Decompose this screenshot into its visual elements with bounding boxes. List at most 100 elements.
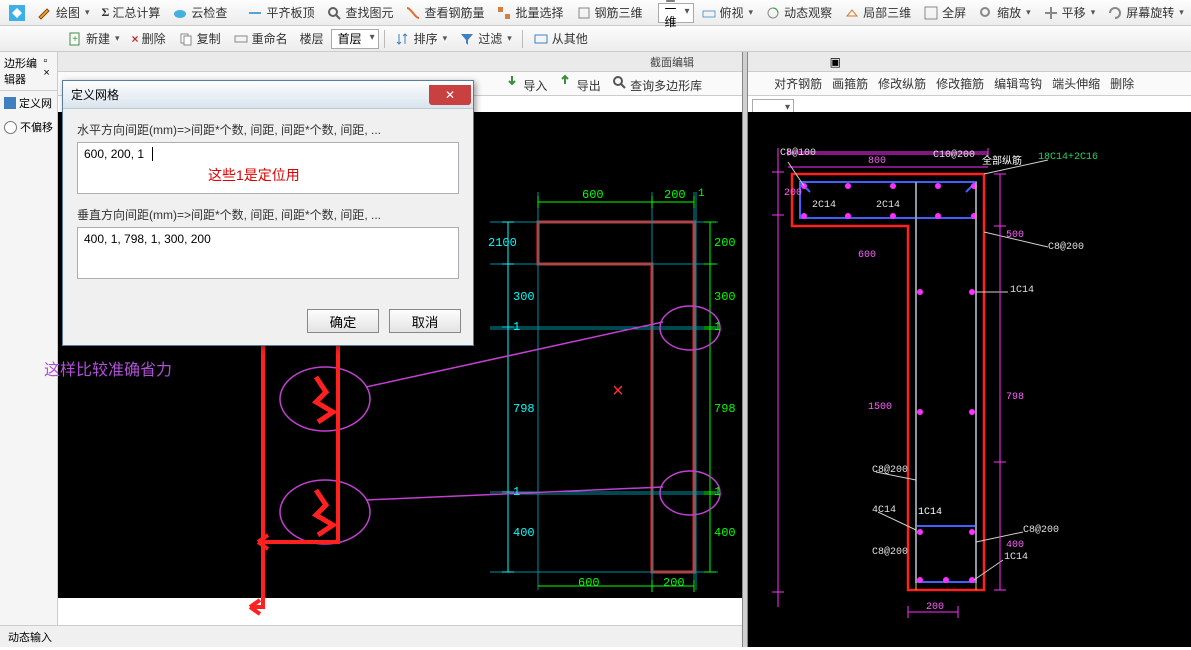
import-button[interactable]: 导入 [504,74,547,94]
endext-button[interactable]: 端头伸缩 [1052,75,1100,92]
dim-r400: 400 [714,526,736,540]
dim-800: 800 [868,156,886,167]
persp-button[interactable]: 俯视 [696,2,759,23]
left-item-offset[interactable]: 不偏移 [0,115,57,139]
hval-field[interactable]: 600, 200, 1 这些1是定位用 [77,142,459,194]
hval-text: 600, 200, 1 [84,147,144,161]
lbl-1c14c: 1C14 [918,507,942,518]
floor-combo[interactable]: 首层 [331,29,379,49]
svg-text:+: + [72,34,78,45]
zoom-button[interactable]: 缩放 [973,2,1036,23]
rename-button[interactable]: 重命名 [228,28,293,49]
dyn-button[interactable]: 动态观察 [760,2,837,23]
modhoop-button[interactable]: 修改箍筋 [936,75,984,92]
findel-button[interactable]: 查找图元 [321,2,398,23]
vval-field[interactable]: 400, 1, 798, 1, 300, 200 [77,227,459,279]
dim-l300: 300 [513,290,535,304]
dim-l798: 798 [513,402,535,416]
dialog-title: 定义网格 [71,86,119,103]
flattop-button[interactable]: 平齐板顶 [242,2,319,23]
lbl-c8200d: C8@200 [872,547,908,558]
lbl-2c14a: 2C14 [812,200,836,211]
full-button[interactable]: 全屏 [918,2,971,23]
canvas-right-svg [748,112,1191,647]
export-button[interactable]: 导出 [557,74,600,94]
draw-button[interactable]: 绘图 [32,2,95,23]
from-button[interactable]: 从其他 [528,28,593,49]
dim-b600: 600 [578,576,600,590]
dim-l1500: 1500 [868,402,892,413]
leftpane-title: 边形编辑器 [4,55,43,87]
rot-button[interactable]: 屏幕旋转 [1102,2,1189,23]
viewbar-button[interactable]: 查看钢筋量 [400,2,489,23]
alignbar-button[interactable]: 对齐钢筋 [774,75,822,92]
tab-section[interactable]: 截面编辑 [640,52,704,72]
left-item-grid[interactable]: 定义网 [0,91,57,115]
dim-r200: 200 [714,236,736,250]
lbl-c8200a: C8@200 [1048,242,1084,253]
sep [384,30,385,48]
edithook-button[interactable]: 编辑弯钩 [994,75,1042,92]
dim-l1: 1 [513,320,520,334]
dim-r1b: 1 [714,485,721,499]
lbl-c8100a: C8@100 [780,148,816,159]
modlong-button[interactable]: 修改纵筋 [878,75,926,92]
lbl-1c14a: 1C14 [1010,285,1034,296]
lbl-c8200b: C8@200 [872,465,908,476]
cancel-button[interactable]: 取消 [389,309,461,333]
close-icon[interactable]: ✕ [429,85,471,105]
copy-button[interactable]: 复制 [173,28,226,49]
bar3d-button[interactable]: 钢筋三维 [571,2,648,23]
filter-button[interactable]: 过滤 [454,28,517,49]
vval-text: 400, 1, 798, 1, 300, 200 [84,232,211,246]
sep [522,30,523,48]
logo-icon [4,3,30,23]
toolbar-main: 绘图 Σ 汇总计算 云检查 平齐板顶 查找图元 查看钢筋量 批量选择 钢筋三维 … [0,0,1191,26]
pin-icon[interactable]: ▫ × [43,55,53,87]
tab-closebox[interactable]: ▣ [830,55,841,69]
dim-l2100: 2100 [488,236,517,250]
ok-button[interactable]: 确定 [307,309,379,333]
lbl-4c14: 4C14 [872,505,896,516]
del-button[interactable]: × 删除 [127,28,171,49]
lbl-c8200c: C8@200 [1023,525,1059,536]
dim-l400: 400 [513,526,535,540]
tabrow: 截面编辑 ▣ [58,52,1191,72]
delete-button[interactable]: 删除 [1110,75,1134,92]
annotation-tip: 这样比较准确省力 [44,356,172,380]
dim-i600: 600 [858,250,876,261]
dim-r300: 300 [714,290,736,304]
cloud-button[interactable]: 云检查 [167,2,232,23]
dim-r798: 798 [714,402,736,416]
lbl-c10200: C10@200 [933,150,975,161]
sort-button[interactable]: 排序 [390,28,453,49]
drawhoop-button[interactable]: 画箍筋 [832,75,868,92]
left-pane: 边形编辑器▫ × 定义网 不偏移 [0,52,58,647]
floor-label: 楼层 [295,28,329,49]
polylib-button[interactable]: 查询多边形库 [611,74,702,94]
lbl-1c14b: 1C14 [1004,552,1028,563]
dialog-titlebar[interactable]: 定义网格 ✕ [63,81,473,109]
lbl-2c14b: 2C14 [876,200,900,211]
bottombar: 动态输入 [0,625,742,647]
new-button[interactable]: +新建 [62,28,125,49]
pan-button[interactable]: 平移 [1038,2,1101,23]
dim-r400: 400 [1006,540,1024,551]
dim-1: 1 [698,188,705,200]
offset-radio[interactable] [4,121,17,134]
dim-200: 200 [664,188,686,202]
local3d-button[interactable]: 局部三维 [839,2,916,23]
lbl-spec: 18C14+2C16 [1038,152,1098,163]
sum-button[interactable]: Σ 汇总计算 [97,2,166,23]
draw-label: 绘图 [56,4,80,21]
viewmode-combo[interactable]: 二维 [658,3,694,23]
batchsel-button[interactable]: 批量选择 [491,2,568,23]
dim-r798: 798 [1006,392,1024,403]
dim-600: 600 [582,188,604,202]
center-x-icon: × [612,380,624,402]
canvas-right: 全部纵筋 18C14+2C16 800 200 600 500 798 400 … [748,112,1191,647]
lbl-allbar: 全部纵筋 [982,152,1022,168]
dim-b200: 200 [663,576,685,590]
dim-l1b: 1 [513,485,520,499]
hnote: 这些1是定位用 [208,165,300,185]
